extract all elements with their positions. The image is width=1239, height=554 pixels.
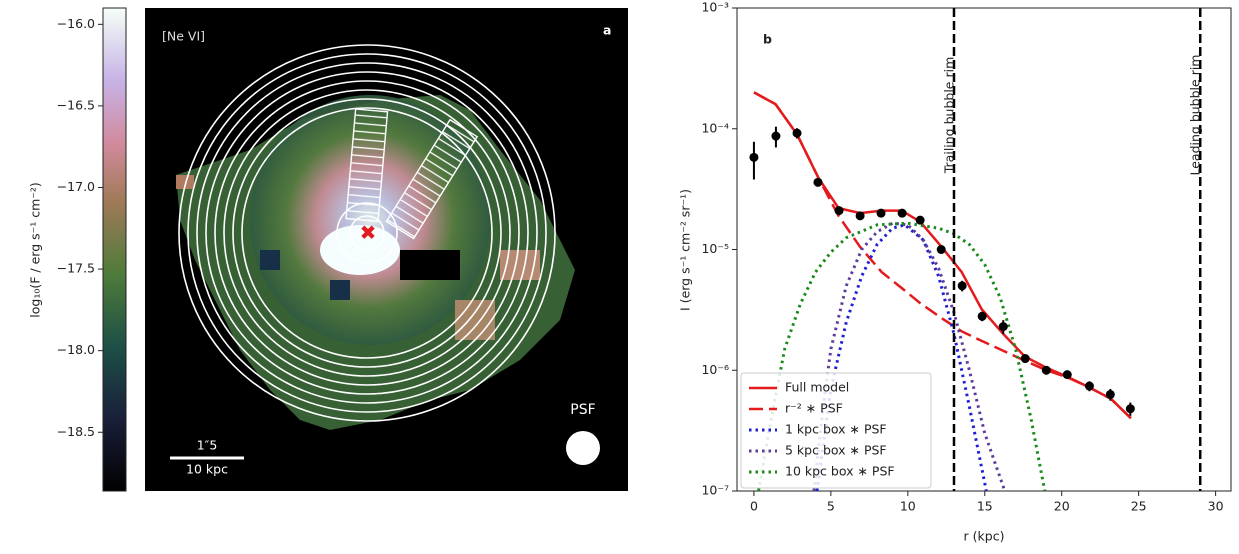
data-point [856, 211, 865, 220]
data-point [1106, 390, 1115, 399]
panel-label: a [603, 23, 611, 38]
data-point [1042, 366, 1051, 375]
colorbar-tick-label: −17.0 [57, 179, 95, 194]
y-tick-label: 10⁻⁴ [701, 120, 729, 135]
y-tick-label: 10⁻⁵ [701, 241, 729, 256]
data-point [958, 281, 967, 290]
x-tick-label: 0 [750, 499, 758, 514]
center-marker: ✖ [360, 221, 377, 245]
colorbar-tick-label: −18.0 [57, 342, 95, 357]
y-tick-label: 10⁻⁷ [701, 483, 729, 498]
psf-circle [566, 431, 600, 465]
colorbar [103, 8, 126, 491]
data-point [793, 129, 802, 138]
data-point [1085, 382, 1094, 391]
scale-bar-label: 1″5 [197, 438, 218, 453]
colorbar-label: log₁₀(F / erg s⁻¹ cm⁻²) [28, 182, 43, 317]
x-tick-label: 20 [1054, 499, 1070, 514]
y-axis-label: I (erg s⁻¹ cm⁻² sr⁻¹) [678, 189, 693, 311]
colorbar-tick-label: −16.0 [57, 16, 95, 31]
data-point [1021, 354, 1030, 363]
data-point [916, 216, 925, 225]
line-label: [Ne VI] [162, 29, 205, 44]
colorbar-tick-label: −17.5 [57, 261, 95, 276]
colorbar-tick-label: −16.5 [57, 97, 95, 112]
data-point [1063, 370, 1072, 379]
legend-label: 10 kpc box ∗ PSF [785, 464, 895, 479]
x-tick-label: 30 [1208, 499, 1224, 514]
data-point [937, 245, 946, 254]
data-point [813, 178, 822, 187]
y-tick-label: 10⁻⁶ [701, 362, 729, 377]
data-point [877, 209, 886, 218]
legend: Full model r⁻² ∗ PSF 1 kpc box ∗ PSF 5 kpc … [741, 373, 931, 488]
reference-label: Trailing bubble rim [941, 57, 956, 175]
legend-label: 1 kpc box ∗ PSF [785, 422, 887, 437]
data-point [898, 209, 907, 218]
panel-label: b [763, 32, 772, 47]
data-point [1126, 404, 1135, 413]
reference-label: Leading bubble rim [1188, 55, 1203, 176]
x-tick-label: 15 [977, 499, 993, 514]
data-point [978, 312, 987, 321]
x-tick-label: 10 [900, 499, 916, 514]
legend-label: Full model [785, 380, 849, 395]
x-tick-label: 25 [1131, 499, 1147, 514]
legend-label: 5 kpc box ∗ PSF [785, 443, 887, 458]
colorbar-tick-label: −18.5 [57, 424, 95, 439]
data-point [999, 322, 1008, 331]
y-tick-label: 10⁻³ [701, 0, 729, 15]
x-tick-label: 5 [827, 499, 835, 514]
x-axis-label: r (kpc) [964, 529, 1005, 544]
psf-label: PSF [570, 402, 595, 418]
figure: log₁₀(F / erg s⁻¹ cm⁻²) ✖ [Ne VI] a PSF … [0, 0, 1239, 554]
legend-label: r⁻² ∗ PSF [785, 401, 843, 416]
data-point [771, 132, 780, 141]
data-point [835, 206, 844, 215]
data-point [749, 153, 758, 162]
scale-bar-label: 10 kpc [186, 462, 228, 477]
